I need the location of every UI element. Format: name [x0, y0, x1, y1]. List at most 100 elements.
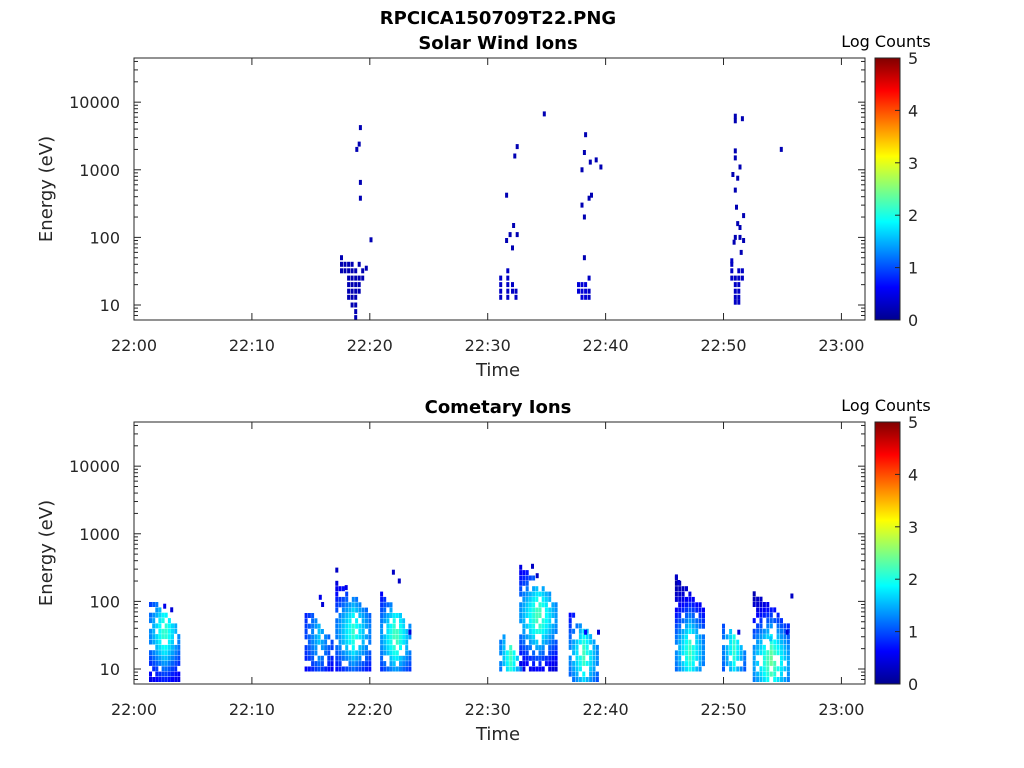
heatmap-cell: [167, 650, 171, 656]
heatmap-cell: [335, 602, 339, 608]
heatmap-cell: [737, 294, 741, 300]
heatmap-cell: [779, 146, 783, 152]
heatmap-cell: [338, 650, 342, 656]
heatmap-cell: [766, 602, 770, 607]
heatmap-cell: [532, 591, 536, 597]
heatmap-cell: [698, 655, 702, 661]
heatmap-cell: [499, 666, 503, 672]
heatmap-cell: [152, 660, 156, 666]
heatmap-cell: [790, 593, 794, 599]
heatmap-cell: [541, 623, 545, 629]
heatmap-cell: [725, 645, 729, 651]
heatmap-cell: [554, 602, 558, 608]
heatmap-cell: [554, 613, 558, 618]
heatmap-cell: [314, 639, 318, 645]
heatmap-cell: [347, 282, 351, 288]
heatmap-cell: [766, 618, 770, 624]
heatmap-cell: [780, 677, 783, 682]
heatmap-cell: [383, 645, 387, 651]
heatmap-cell: [152, 612, 156, 618]
heatmap-cell: [395, 639, 399, 645]
heatmap-cell: [681, 650, 685, 656]
heatmap-cell: [519, 639, 523, 645]
heatmap-cell: [685, 618, 688, 624]
heatmap-cell: [177, 644, 181, 650]
heatmap-cell: [365, 607, 368, 613]
heatmap-cell: [317, 639, 321, 645]
heatmap-cell: [575, 639, 579, 645]
heatmap-cell: [589, 666, 593, 672]
x-axis-label: Time: [475, 360, 520, 381]
heatmap-cell: [756, 623, 760, 629]
heatmap-cell: [698, 634, 702, 640]
heatmap-cell: [345, 650, 349, 656]
colorbar: 0 1 2 3 4 5: [874, 413, 918, 694]
heatmap-cell: [766, 623, 770, 629]
heatmap-cell: [575, 671, 579, 677]
heatmap-cell: [756, 660, 760, 666]
heatmap-cell: [365, 666, 368, 672]
heatmap-cell: [155, 612, 159, 618]
heatmap-cell: [164, 677, 168, 682]
heatmap-cell: [386, 629, 390, 634]
heatmap-cell: [743, 650, 747, 656]
heatmap-cell: [538, 661, 542, 667]
heatmap-cell: [532, 666, 536, 672]
heatmap-cell: [548, 666, 552, 672]
heatmap-cell: [578, 677, 582, 682]
heatmap-cell: [725, 661, 729, 667]
heatmap-cell: [582, 639, 586, 645]
heatmap-cell: [525, 613, 529, 618]
heatmap-cell: [506, 294, 510, 300]
heatmap-cell: [698, 607, 702, 613]
heatmap-cell: [368, 613, 372, 618]
heatmap-cell: [759, 639, 763, 645]
heatmap-cell: [722, 655, 725, 661]
heatmap-cell: [585, 650, 589, 656]
heatmap-cell: [551, 661, 555, 667]
heatmap-cell: [351, 666, 355, 672]
heatmap-cell: [408, 629, 412, 635]
heatmap-cell: [528, 639, 532, 645]
heatmap-cell: [681, 586, 685, 592]
heatmap-cell: [399, 661, 402, 667]
heatmap-cell: [532, 613, 536, 618]
heatmap-cell: [354, 275, 358, 281]
heatmap-cell: [780, 623, 783, 629]
x-tick-label: 22:00: [111, 700, 157, 719]
x-tick-label: 22:20: [347, 336, 393, 355]
heatmap-cell: [317, 655, 321, 661]
heatmap-cell: [525, 596, 529, 602]
heatmap-cell: [585, 639, 589, 645]
x-axis-label: Time: [475, 724, 520, 745]
heatmap-cell: [174, 623, 178, 629]
heatmap-cell: [383, 666, 387, 672]
heatmap-cell: [324, 639, 328, 645]
heatmap-cell: [577, 282, 580, 288]
heatmap-cell: [575, 623, 579, 629]
heatmap-cell: [314, 645, 318, 651]
heatmap-cell: [383, 634, 387, 640]
heatmap-cell: [766, 650, 770, 656]
heatmap-cell: [759, 607, 763, 613]
heatmap-cell: [736, 666, 740, 672]
heatmap-cell: [528, 634, 532, 640]
heatmap-cell: [695, 623, 699, 629]
heatmap-cell: [733, 234, 737, 240]
heatmap-cell: [519, 575, 523, 581]
heatmap-cell: [502, 634, 506, 640]
heatmap-cell: [177, 639, 181, 645]
heatmap-cell: [729, 634, 733, 640]
heatmap-cell: [358, 655, 362, 661]
heatmap-cell: [786, 677, 790, 682]
heatmap-cell: [584, 132, 588, 138]
heatmap-cell: [554, 650, 558, 656]
heatmap-cell: [399, 634, 402, 640]
heatmap-cell: [392, 618, 396, 624]
heatmap-cell: [759, 602, 763, 607]
heatmap-cell: [528, 596, 532, 602]
colorbar-tick-label: 2: [908, 206, 918, 225]
heatmap-cell: [688, 613, 692, 618]
heatmap-cell: [149, 660, 152, 666]
heatmap-cell: [538, 666, 542, 672]
